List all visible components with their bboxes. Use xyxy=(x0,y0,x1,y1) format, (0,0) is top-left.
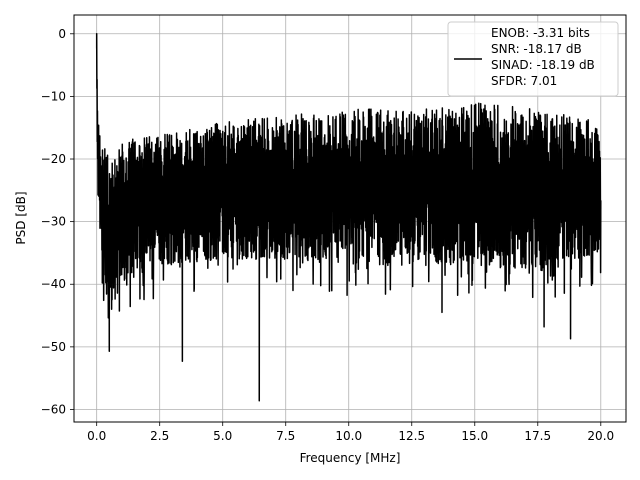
legend-box xyxy=(447,21,619,97)
y-axis: 0 −10 −20 −30 −40 −50 −60 xyxy=(41,27,74,416)
plot-frame xyxy=(73,14,627,423)
legend-entry-line: ENOB: -3.31 bits xyxy=(491,26,590,40)
x-tick-label: 10.0 xyxy=(335,429,362,443)
x-axis-label: Frequency [MHz] xyxy=(300,451,401,465)
x-tick-label: 15.0 xyxy=(461,429,488,443)
x-tick-label: 2.5 xyxy=(150,429,169,443)
y-tick-label: −10 xyxy=(41,89,66,103)
x-tick-label: 5.0 xyxy=(213,429,232,443)
x-tick-label: 12.5 xyxy=(398,429,425,443)
legend-entry-text: ENOB: -3.31 bits SNR: -18.17 dB SINAD: -18… xyxy=(491,26,595,88)
y-tick-label: 0 xyxy=(58,27,66,41)
x-tick-label: 17.5 xyxy=(524,429,551,443)
x-axis: 0.0 2.5 5.0 7.5 10.0 12.5 15.0 17.5 20.0 xyxy=(87,422,614,443)
y-tick-label: −60 xyxy=(41,402,66,416)
y-tick-label: −20 xyxy=(41,152,66,166)
legend: ENOB: -3.31 bits SNR: -18.17 dB SINAD: -18… xyxy=(447,21,619,97)
psd-series-line xyxy=(95,33,602,402)
x-tick-label: 20.0 xyxy=(587,429,614,443)
x-tick-label: 0.0 xyxy=(87,429,106,443)
legend-entry-line: SFDR: 7.01 xyxy=(491,74,557,88)
series-layer xyxy=(95,33,602,402)
y-tick-label: −30 xyxy=(41,215,66,229)
legend-entry-line: SNR: -18.17 dB xyxy=(491,42,582,56)
y-axis-label: PSD [dB] xyxy=(14,191,28,244)
y-tick-label: −50 xyxy=(41,340,66,354)
y-tick-label: −40 xyxy=(41,277,66,291)
legend-entry-line: SINAD: -18.19 dB xyxy=(491,58,595,72)
x-tick-label: 7.5 xyxy=(276,429,295,443)
